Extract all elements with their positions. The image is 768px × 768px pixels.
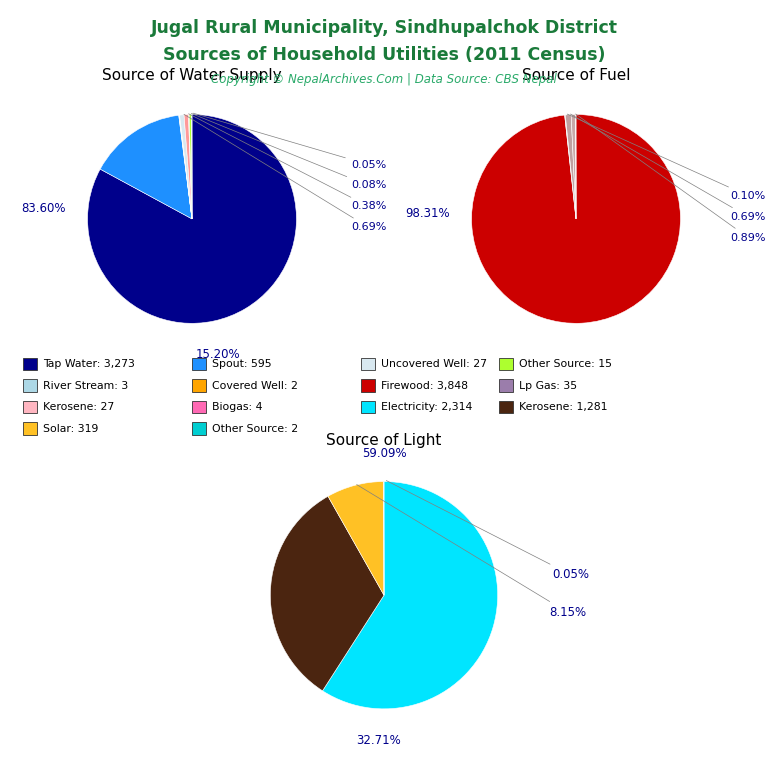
Text: 0.08%: 0.08% [191,114,386,190]
Wedge shape [565,114,576,219]
Wedge shape [88,114,296,323]
Text: Solar: 319: Solar: 319 [43,423,98,434]
Text: Spout: 595: Spout: 595 [212,359,272,369]
Text: 0.05%: 0.05% [193,113,386,170]
Text: 0.69%: 0.69% [571,114,766,222]
Wedge shape [323,482,498,709]
Text: 15.20%: 15.20% [196,348,240,361]
Wedge shape [270,496,384,691]
Text: 0.10%: 0.10% [568,114,766,201]
Wedge shape [188,114,192,219]
Text: 32.71%: 32.71% [356,734,401,747]
Wedge shape [571,114,576,219]
Text: Firewood: 3,848: Firewood: 3,848 [381,380,468,391]
Wedge shape [564,115,576,219]
Text: Tap Water: 3,273: Tap Water: 3,273 [43,359,135,369]
Text: Electricity: 2,314: Electricity: 2,314 [381,402,472,412]
Wedge shape [179,115,192,219]
Text: Kerosene: 1,281: Kerosene: 1,281 [519,402,607,412]
Wedge shape [189,114,192,219]
Title: Source of Fuel: Source of Fuel [521,68,631,83]
Text: Other Source: 15: Other Source: 15 [519,359,612,369]
Wedge shape [328,482,384,595]
Text: Copyright © NepalArchives.Com | Data Source: CBS Nepal: Copyright © NepalArchives.Com | Data Sou… [211,73,557,86]
Title: Source of Light: Source of Light [326,433,442,448]
Text: Uncovered Well: 27: Uncovered Well: 27 [381,359,487,369]
Text: Biogas: 4: Biogas: 4 [212,402,263,412]
Wedge shape [184,114,192,219]
Text: 8.15%: 8.15% [356,485,586,619]
Text: Kerosene: 27: Kerosene: 27 [43,402,114,412]
Text: Other Source: 2: Other Source: 2 [212,423,298,434]
Text: 0.89%: 0.89% [575,114,766,243]
Title: Source of Water Supply: Source of Water Supply [102,68,282,83]
Text: Jugal Rural Municipality, Sindhupalchok District: Jugal Rural Municipality, Sindhupalchok … [151,19,617,37]
Text: Sources of Household Utilities (2011 Census): Sources of Household Utilities (2011 Cen… [163,46,605,64]
Text: 0.05%: 0.05% [386,481,589,581]
Wedge shape [100,115,192,219]
Text: 59.09%: 59.09% [362,447,406,459]
Wedge shape [180,114,192,219]
Wedge shape [179,115,192,219]
Text: 0.69%: 0.69% [184,114,386,232]
Text: 0.38%: 0.38% [189,114,386,211]
Text: Lp Gas: 35: Lp Gas: 35 [519,380,578,391]
Text: Covered Well: 2: Covered Well: 2 [212,380,298,391]
Text: 98.31%: 98.31% [406,207,450,220]
Text: 83.60%: 83.60% [22,202,66,215]
Wedge shape [472,114,680,323]
Text: River Stream: 3: River Stream: 3 [43,380,128,391]
